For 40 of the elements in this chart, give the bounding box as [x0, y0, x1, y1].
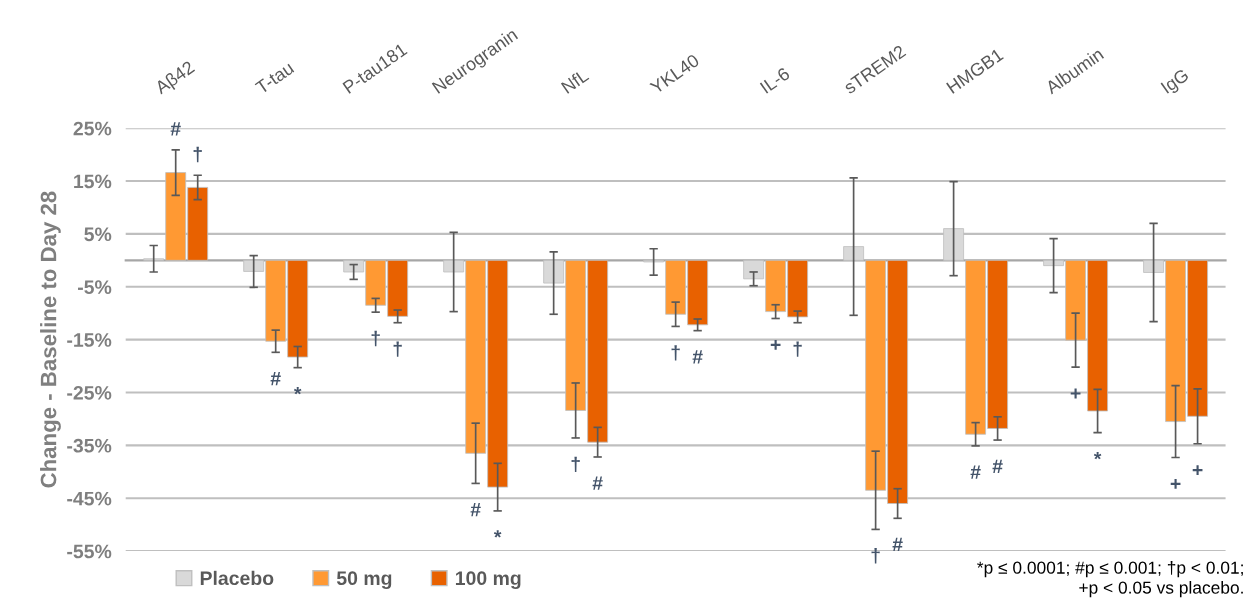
legend-label: 100 mg: [455, 571, 521, 590]
y-tick-label: -55%: [67, 544, 112, 559]
annotation: #: [592, 476, 603, 490]
annotation: #: [970, 465, 981, 479]
y-tick-label: -15%: [67, 333, 112, 347]
annotation: +: [1170, 478, 1181, 489]
x-tick-label: NfL: [560, 68, 590, 94]
y-tick-label: 25%: [73, 121, 112, 136]
y-axis-title: Change - Baseline to Day 28: [40, 191, 61, 488]
annotation: #: [270, 371, 281, 386]
annotation: †: [393, 341, 402, 357]
x-tick-label: IgG: [1160, 68, 1192, 97]
y-tick-label: 5%: [84, 227, 112, 242]
annotation: *: [1093, 452, 1102, 460]
annotation: #: [992, 459, 1003, 473]
y-tick-label: -5%: [77, 280, 112, 295]
annotation: †: [671, 345, 680, 361]
annotation: †: [871, 548, 880, 564]
legend-label: Placebo: [200, 570, 274, 586]
annotation: †: [571, 456, 580, 473]
annotation: †: [193, 146, 202, 163]
annotation: #: [470, 502, 481, 517]
y-tick-label: -35%: [67, 438, 112, 453]
y-tick-label: -45%: [67, 491, 112, 506]
legend-label: 50 mg: [336, 571, 392, 590]
y-tick-label: -25%: [67, 385, 112, 400]
y-tick-label: 15%: [74, 174, 112, 189]
annotation: †: [793, 341, 802, 357]
x-tick-label: IL-6: [759, 66, 791, 94]
x-tick-label: T-tau: [254, 61, 295, 95]
annotation: +: [1070, 388, 1081, 399]
annotation: #: [692, 350, 703, 364]
annotation: #: [892, 537, 903, 552]
annotation: #: [170, 122, 181, 136]
annotation: +: [1192, 465, 1203, 476]
annotation: *: [293, 387, 302, 395]
text: *p ≤ 0.0001; #p ≤ 0.001; †p < 0.01; +p < 0.05 vs placebo.: [977, 561, 1243, 598]
annotation: +: [770, 339, 781, 350]
annotation: †: [371, 330, 380, 347]
annotation: *: [493, 530, 502, 538]
